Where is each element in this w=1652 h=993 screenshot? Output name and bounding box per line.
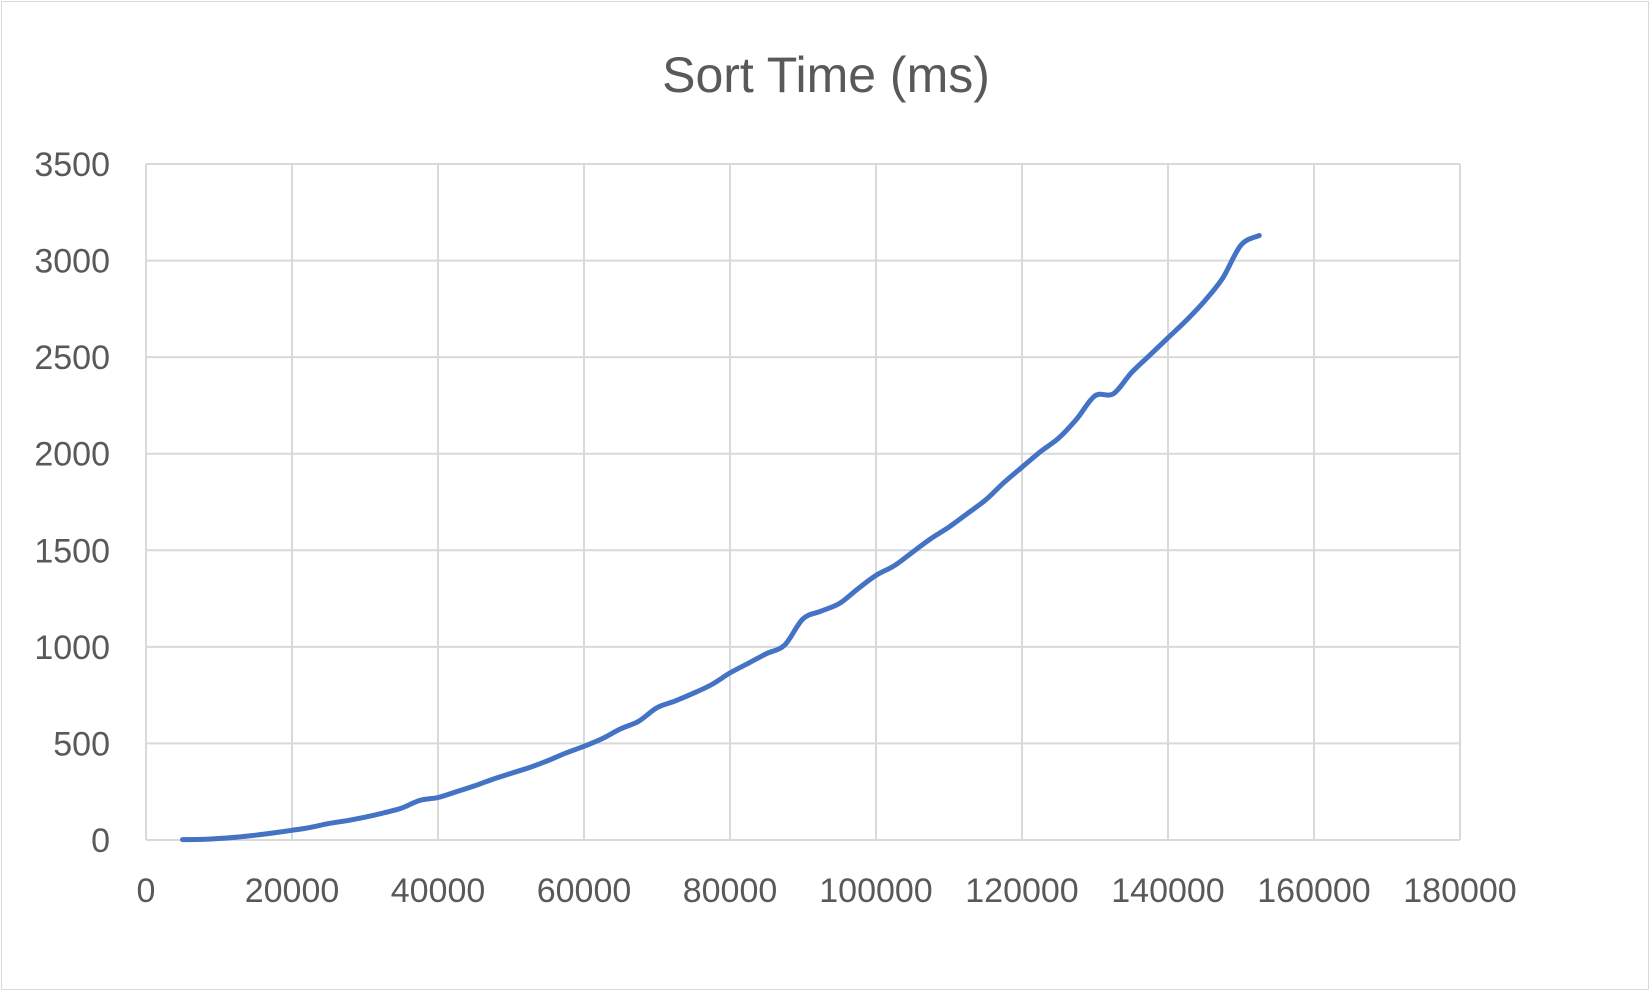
y-tick-label: 3500 — [34, 146, 110, 184]
x-tick-label: 40000 — [391, 872, 486, 910]
x-tick-label: 120000 — [965, 872, 1078, 910]
x-tick-label: 20000 — [245, 872, 340, 910]
y-tick-label: 0 — [91, 822, 110, 860]
x-tick-label: 80000 — [683, 872, 778, 910]
y-tick-label: 500 — [53, 725, 110, 763]
y-tick-label: 3000 — [34, 243, 110, 281]
x-tick-label: 100000 — [819, 872, 932, 910]
series-line — [180, 233, 1262, 843]
x-axis-ticks: 0 20000 40000 60000 80000 100000 120000 140000 1… — [137, 872, 1517, 910]
x-tick-label: 0 — [137, 872, 156, 910]
gridlines — [145, 163, 1461, 841]
y-axis-ticks: 0 500 1000 1500 2000 2500 3000 3500 — [34, 146, 110, 860]
y-tick-label: 2500 — [34, 339, 110, 377]
x-tick-label: 140000 — [1111, 872, 1224, 910]
y-tick-label: 1500 — [34, 532, 110, 570]
chart-title: Sort Time (ms) — [662, 47, 990, 103]
x-tick-label: 60000 — [537, 872, 632, 910]
y-tick-label: 1000 — [34, 629, 110, 667]
series-layer — [180, 233, 1262, 843]
x-tick-label: 180000 — [1403, 872, 1516, 910]
x-tick-label: 160000 — [1257, 872, 1370, 910]
y-tick-label: 2000 — [34, 436, 110, 474]
